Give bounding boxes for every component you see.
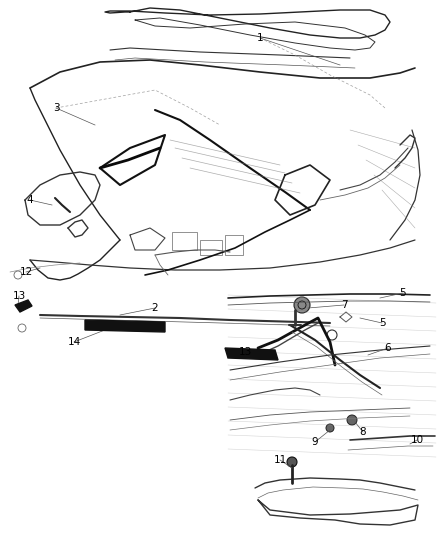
Polygon shape [15,300,32,312]
Text: 12: 12 [19,267,32,277]
Text: 5: 5 [400,288,406,298]
Text: 3: 3 [53,103,59,113]
Text: 14: 14 [67,337,81,347]
Polygon shape [85,320,165,332]
Polygon shape [225,348,278,360]
Circle shape [326,424,334,432]
Text: 1: 1 [257,33,263,43]
Text: 7: 7 [341,300,347,310]
Bar [225,235,243,255]
Text: 13: 13 [12,291,26,301]
Text: 8: 8 [360,427,366,437]
Text: 4: 4 [27,195,33,205]
Bar [200,240,222,255]
Circle shape [294,297,310,313]
Text: 2: 2 [152,303,158,313]
Bar [172,232,197,250]
Circle shape [347,415,357,425]
Text: 11: 11 [273,455,286,465]
Text: 9: 9 [312,437,318,447]
Text: 10: 10 [410,435,424,445]
Text: 13: 13 [238,347,251,357]
Text: 6: 6 [385,343,391,353]
Circle shape [287,457,297,467]
Text: 5: 5 [379,318,385,328]
